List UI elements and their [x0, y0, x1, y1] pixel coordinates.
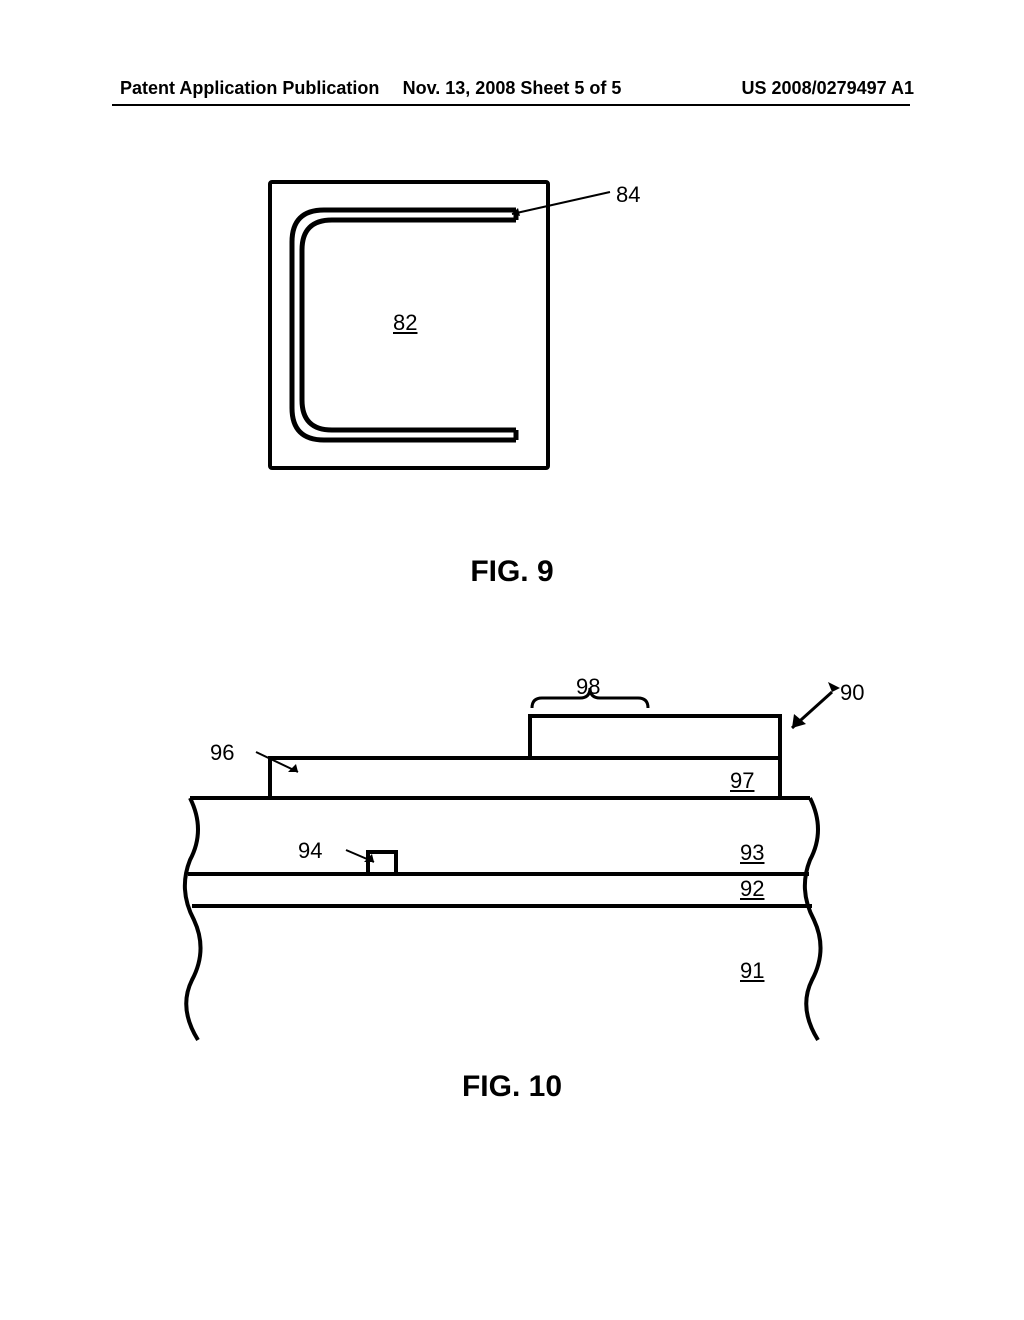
header-rule: [112, 104, 910, 106]
fig10-label-91: 91: [740, 958, 764, 984]
header-center: Nov. 13, 2008 Sheet 5 of 5: [403, 78, 622, 99]
fig10-label-97: 97: [730, 768, 754, 794]
fig10-label-93: 93: [740, 840, 764, 866]
header-right: US 2008/0279497 A1: [742, 78, 914, 99]
fig10-label-90: 90: [840, 680, 864, 706]
page-header: Patent Application Publication Nov. 13, …: [0, 78, 1024, 99]
fig9-caption: FIG. 9: [0, 555, 1024, 589]
fig9-label-82: 82: [393, 310, 417, 336]
fig10-label-98: 98: [576, 674, 600, 700]
figure-10: 98 90 96 97 94 93 92 91: [150, 680, 870, 1040]
fig10-label-92: 92: [740, 876, 764, 902]
fig9-c-shape: [268, 180, 648, 480]
fig10-label-94: 94: [298, 838, 322, 864]
fig10-drawing: [150, 680, 890, 1060]
fig9-label-84: 84: [616, 182, 640, 208]
fig10-label-96: 96: [210, 740, 234, 766]
header-left: Patent Application Publication: [120, 78, 379, 99]
fig10-caption: FIG. 10: [0, 1070, 1024, 1104]
figure-9: 82 84: [268, 180, 578, 480]
